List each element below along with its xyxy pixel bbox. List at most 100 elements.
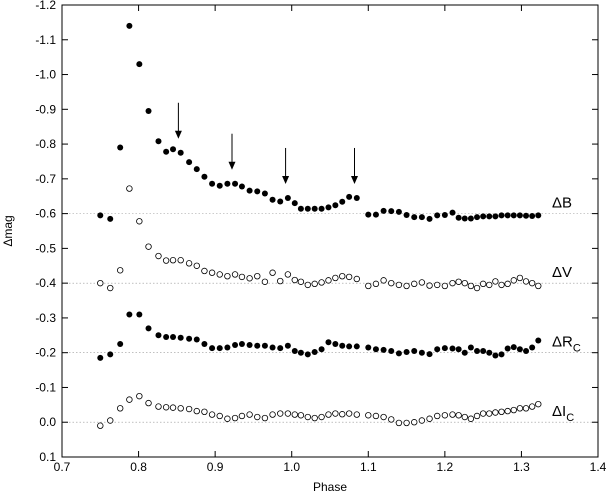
data-point bbox=[97, 279, 104, 287]
data-point bbox=[201, 341, 208, 347]
data-point bbox=[177, 257, 184, 264]
data-point bbox=[304, 351, 311, 358]
data-point bbox=[480, 347, 487, 354]
series-label: ΔRC bbox=[552, 334, 581, 355]
data-point bbox=[155, 403, 162, 410]
data-point bbox=[455, 346, 462, 353]
data-point bbox=[529, 344, 536, 351]
y-tick-label: 0.0 bbox=[39, 415, 56, 429]
data-point bbox=[291, 411, 298, 418]
data-point bbox=[193, 336, 200, 343]
data-point bbox=[116, 405, 124, 412]
data-point bbox=[380, 346, 387, 353]
data-point bbox=[473, 284, 481, 292]
y-tick-label: -1.2 bbox=[35, 0, 56, 12]
data-point bbox=[261, 278, 269, 285]
data-point bbox=[332, 274, 339, 282]
data-point bbox=[254, 188, 261, 195]
y-tick-label: -0.2 bbox=[35, 346, 56, 360]
data-point bbox=[434, 212, 441, 219]
data-point bbox=[418, 279, 426, 286]
series-3 bbox=[97, 392, 542, 429]
y-tick-label: -0.1 bbox=[35, 380, 56, 394]
data-point bbox=[126, 22, 133, 29]
data-point bbox=[291, 276, 298, 284]
data-point bbox=[177, 405, 184, 412]
series-label-main: ΔI bbox=[552, 403, 566, 420]
axis-ticks bbox=[61, 4, 599, 458]
data-point bbox=[467, 415, 475, 422]
data-point bbox=[480, 213, 487, 220]
x-tick-label: 1.3 bbox=[513, 460, 530, 474]
data-point bbox=[126, 311, 133, 318]
data-point bbox=[126, 185, 133, 192]
data-point bbox=[201, 408, 208, 415]
data-point bbox=[473, 412, 481, 420]
data-point bbox=[291, 200, 298, 207]
data-point bbox=[332, 341, 339, 347]
data-point bbox=[116, 267, 124, 274]
data-point bbox=[516, 346, 523, 353]
data-point bbox=[224, 180, 231, 187]
x-tick-label: 1.2 bbox=[437, 460, 454, 474]
data-point bbox=[492, 352, 499, 359]
data-point bbox=[449, 209, 456, 216]
x-tick-label: 0.9 bbox=[207, 460, 224, 474]
data-point bbox=[388, 208, 395, 215]
data-point bbox=[238, 183, 245, 190]
data-point bbox=[365, 344, 372, 351]
data-point bbox=[403, 282, 410, 290]
data-point bbox=[339, 411, 346, 418]
data-point bbox=[339, 342, 346, 349]
data-point bbox=[185, 405, 193, 413]
data-point bbox=[155, 138, 162, 145]
data-point bbox=[434, 281, 441, 289]
x-tick-label: 0.7 bbox=[54, 460, 71, 474]
y-tick-label: -0.8 bbox=[35, 137, 56, 151]
data-point bbox=[411, 419, 418, 426]
y-tick-label: -1.0 bbox=[35, 68, 56, 82]
x-tick-label: 1.0 bbox=[283, 460, 300, 474]
series-label-main: ΔB bbox=[552, 195, 572, 212]
data-point bbox=[208, 269, 216, 276]
data-point bbox=[277, 345, 284, 352]
data-point bbox=[372, 346, 379, 353]
data-point bbox=[261, 414, 269, 422]
data-point bbox=[318, 205, 325, 212]
data-point bbox=[284, 271, 292, 278]
data-point bbox=[145, 108, 152, 115]
data-point bbox=[145, 243, 152, 250]
data-point bbox=[170, 334, 177, 341]
data-point bbox=[426, 282, 433, 289]
data-point bbox=[231, 271, 239, 278]
data-point bbox=[284, 342, 291, 349]
data-point bbox=[441, 412, 449, 419]
data-point bbox=[269, 196, 276, 203]
data-point bbox=[325, 277, 332, 284]
data-point bbox=[372, 412, 380, 420]
data-point bbox=[535, 212, 542, 219]
series-2 bbox=[97, 311, 542, 361]
arrow-marker bbox=[282, 147, 290, 184]
data-point bbox=[455, 412, 462, 419]
data-point bbox=[162, 257, 170, 264]
data-point bbox=[479, 410, 487, 417]
data-point bbox=[461, 279, 468, 287]
data-point bbox=[522, 278, 530, 285]
data-point bbox=[510, 406, 517, 414]
data-point bbox=[492, 278, 499, 285]
data-point bbox=[117, 341, 124, 347]
data-point bbox=[380, 277, 387, 284]
y-tick-label: -1.1 bbox=[35, 33, 56, 47]
data-point bbox=[97, 212, 104, 219]
data-point bbox=[346, 343, 353, 350]
x-axis-title: Phase bbox=[313, 480, 347, 494]
data-point bbox=[455, 278, 462, 285]
data-point bbox=[126, 396, 133, 403]
data-point bbox=[145, 325, 152, 332]
data-point bbox=[169, 257, 177, 264]
data-point bbox=[441, 212, 448, 219]
data-point bbox=[193, 407, 200, 415]
